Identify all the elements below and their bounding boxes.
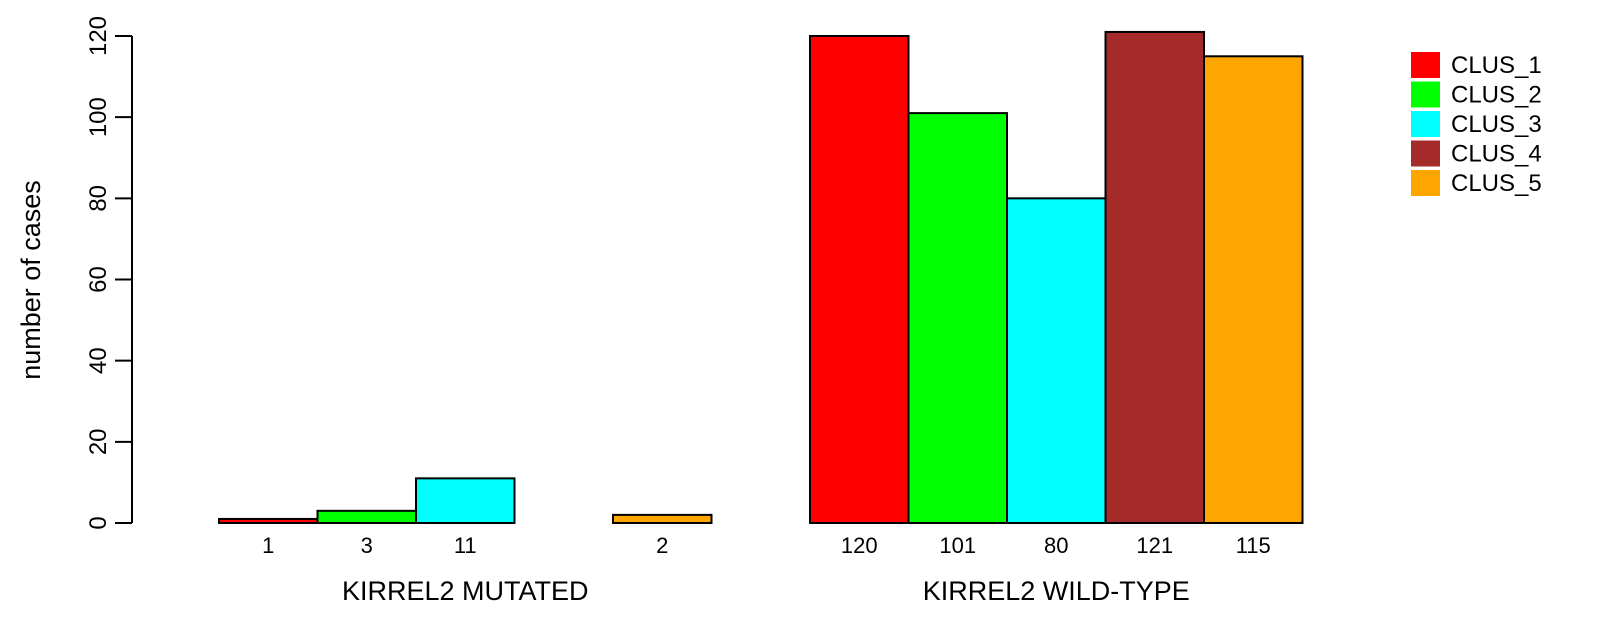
bar-count-label: 120 <box>841 533 878 558</box>
legend-label: CLUS_2 <box>1451 82 1542 109</box>
y-tick-label: 40 <box>85 347 112 374</box>
bar-0-0 <box>218 517 319 524</box>
legend-label: CLUS_4 <box>1451 141 1542 168</box>
y-tick-label: 120 <box>85 16 112 56</box>
bar-0-1 <box>316 509 417 525</box>
y-tick-label: 100 <box>85 97 112 137</box>
bar-count-label: 11 <box>454 533 477 558</box>
y-axis: 0 20 40 60 80 100 120 <box>85 16 133 530</box>
bar-count-label: 3 <box>361 533 373 558</box>
y-tick-label: 80 <box>85 185 112 212</box>
bar-count-label: 115 <box>1236 533 1271 558</box>
bar-count-label: 2 <box>656 533 668 558</box>
legend-swatch <box>1411 170 1440 196</box>
legend-label: CLUS_1 <box>1451 52 1542 79</box>
bars <box>218 30 1304 525</box>
legend-label: CLUS_5 <box>1451 170 1542 197</box>
bar-1-2 <box>1006 197 1107 524</box>
bar-1-4 <box>1203 55 1304 525</box>
legend-label: CLUS_3 <box>1451 111 1542 138</box>
bar-count-label: 121 <box>1136 533 1173 558</box>
count-labels: 1 3 11 2 120 101 80 121 115 <box>262 533 1271 558</box>
legend-swatch <box>1411 52 1440 78</box>
bar-count-label: 1 <box>262 533 274 558</box>
bar-count-label: 101 <box>939 533 976 558</box>
y-tick-label: 20 <box>85 428 112 455</box>
group-label: KIRREL2 MUTATED <box>342 576 589 606</box>
legend-swatch <box>1411 140 1440 167</box>
y-tick-label: 60 <box>85 266 112 293</box>
bar-0-4 <box>612 513 713 525</box>
y-axis-title: number of cases <box>16 180 46 380</box>
bar-1-3 <box>1104 30 1205 524</box>
legend-swatch <box>1411 81 1440 108</box>
y-tick-label: 0 <box>85 516 112 529</box>
bar-count-label: 80 <box>1044 533 1068 558</box>
group-label: KIRREL2 WILD-TYPE <box>923 576 1190 606</box>
bar-0-2 <box>415 477 516 525</box>
group-labels: KIRREL2 MUTATED KIRREL2 WILD-TYPE <box>342 576 1190 606</box>
bar-1-0 <box>809 35 910 524</box>
bar-1-1 <box>907 112 1008 524</box>
legend-swatch <box>1411 111 1440 137</box>
